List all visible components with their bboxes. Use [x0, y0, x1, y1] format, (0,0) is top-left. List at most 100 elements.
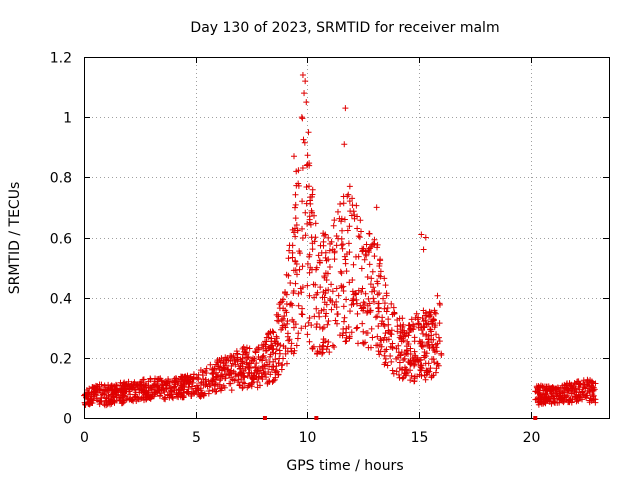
- data-point: [255, 344, 262, 351]
- data-point: [387, 343, 394, 350]
- data-point: [176, 386, 183, 393]
- data-point: [305, 319, 312, 326]
- data-point: [394, 323, 401, 330]
- data-point: [306, 219, 313, 226]
- data-point: [167, 384, 174, 391]
- data-point: [350, 208, 357, 215]
- data-point: [113, 386, 120, 393]
- data-point: [267, 344, 274, 351]
- data-point: [590, 396, 597, 403]
- data-point: [546, 395, 553, 402]
- data-point: [369, 334, 376, 341]
- data-point: [104, 387, 111, 394]
- data-point: [275, 371, 282, 378]
- data-point: [224, 354, 231, 361]
- data-point: [347, 308, 354, 315]
- data-point: [88, 393, 95, 400]
- data-point: [117, 382, 124, 389]
- data-point: [436, 300, 443, 307]
- data-point: [340, 283, 347, 290]
- data-point: [286, 242, 293, 249]
- data-point: [366, 300, 373, 307]
- data-point: [328, 238, 335, 245]
- data-point: [302, 232, 309, 239]
- data-point: [270, 329, 277, 336]
- data-point: [284, 333, 291, 340]
- data-point: [397, 352, 404, 359]
- data-point: [293, 342, 300, 349]
- data-point: [103, 394, 110, 401]
- data-point: [313, 266, 320, 273]
- data-point: [269, 328, 276, 335]
- data-point: [305, 129, 312, 136]
- y-tick-label: 0.8: [50, 171, 72, 187]
- data-point: [556, 390, 563, 397]
- data-point: [120, 397, 127, 404]
- data-point: [575, 378, 582, 385]
- data-point: [274, 317, 281, 324]
- data-point: [314, 289, 321, 296]
- data-point: [379, 314, 386, 321]
- data-point: [354, 213, 361, 220]
- data-point: [387, 353, 394, 360]
- data-point: [282, 289, 289, 296]
- data-point: [246, 369, 253, 376]
- data-point: [398, 335, 405, 342]
- data-point: [245, 364, 252, 371]
- data-point: [242, 365, 249, 372]
- data-point: [177, 382, 184, 389]
- data-point: [590, 384, 597, 391]
- data-point: [162, 394, 169, 401]
- data-point: [322, 338, 329, 345]
- data-point: [427, 326, 434, 333]
- data-point: [438, 351, 445, 358]
- data-point: [283, 271, 290, 278]
- y-tick-label: 0.6: [50, 232, 72, 248]
- data-point: [326, 349, 333, 356]
- data-point: [355, 340, 362, 347]
- data-point: [359, 339, 366, 346]
- data-point: [428, 336, 435, 343]
- y-tick-label: 1.2: [50, 51, 72, 67]
- data-point: [289, 254, 296, 261]
- data-point: [232, 373, 239, 380]
- data-point: [333, 233, 340, 240]
- data-point: [434, 292, 441, 299]
- data-point: [289, 316, 296, 323]
- data-point: [359, 285, 366, 292]
- data-point: [374, 333, 381, 340]
- data-point: [123, 381, 130, 388]
- data-point: [262, 370, 269, 377]
- data-point: [299, 235, 306, 242]
- data-point: [234, 351, 241, 358]
- data-point: [187, 374, 194, 381]
- data-point: [290, 350, 297, 357]
- data-point: [540, 400, 547, 407]
- data-point: [113, 392, 120, 399]
- data-point: [296, 248, 303, 255]
- data-point: [581, 381, 588, 388]
- data-point: [161, 395, 168, 402]
- data-point: [405, 322, 412, 329]
- data-point: [320, 342, 327, 349]
- data-point: [283, 300, 290, 307]
- data-point: [272, 350, 279, 357]
- data-point: [265, 334, 272, 341]
- data-point: [411, 361, 418, 368]
- data-point: [383, 290, 390, 297]
- data-point: [299, 164, 306, 171]
- data-point: [542, 390, 549, 397]
- data-point: [235, 376, 242, 383]
- data-point: [256, 370, 263, 377]
- data-point: [547, 384, 554, 391]
- data-point: [137, 379, 144, 386]
- data-point: [431, 309, 438, 316]
- data-point: [321, 294, 328, 301]
- data-point: [214, 357, 221, 364]
- data-point: [561, 389, 568, 396]
- data-point: [292, 215, 299, 222]
- data-point: [315, 252, 322, 259]
- data-point: [303, 99, 310, 106]
- data-point: [228, 353, 235, 360]
- data-point: [209, 387, 216, 394]
